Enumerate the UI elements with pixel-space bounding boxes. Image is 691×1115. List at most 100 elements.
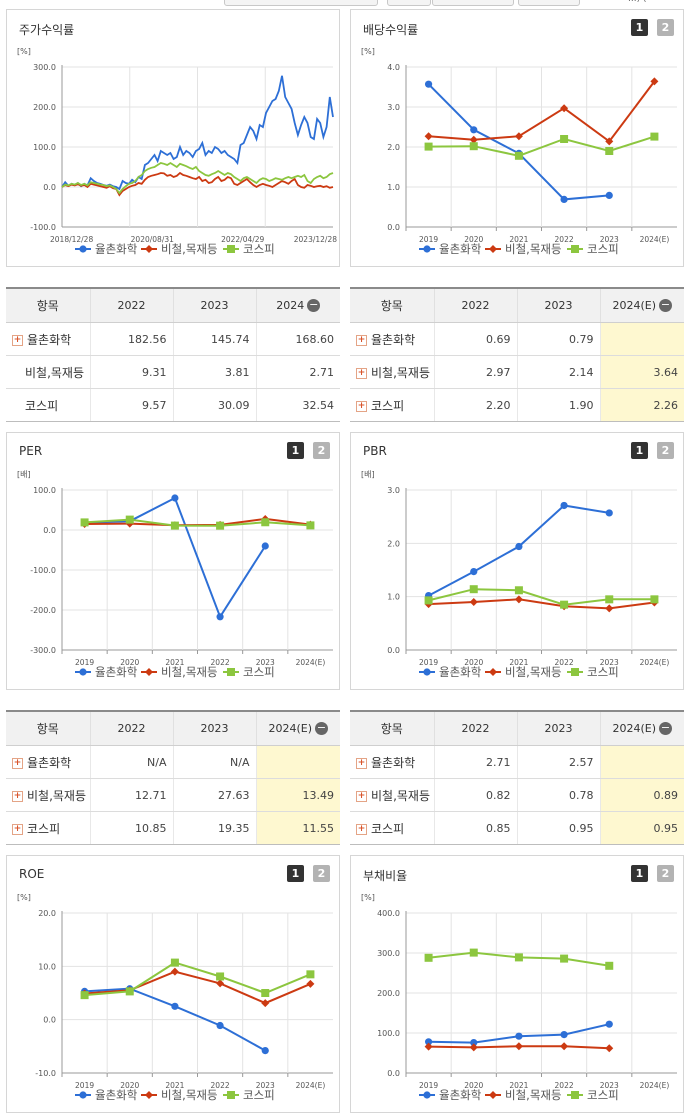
industry-point	[514, 1042, 523, 1051]
top-button[interactable]	[224, 0, 378, 6]
row-label: 율촌화학	[371, 755, 416, 770]
expand-plus-icon[interactable]: +	[356, 757, 367, 769]
top-button[interactable]	[432, 0, 514, 6]
header-year: 2022	[433, 710, 517, 746]
industry-point	[489, 668, 497, 676]
toggle-2-button[interactable]: 2	[657, 19, 674, 36]
header-year: 2022	[433, 287, 517, 323]
cell-value: 32.54	[255, 388, 340, 422]
x-tick-label: 2020	[464, 658, 483, 667]
legend-label: 비철,목재등	[161, 665, 218, 679]
kospi-point	[306, 521, 315, 530]
expand-plus-icon[interactable]: +	[12, 757, 23, 769]
x-tick-label: 2020	[120, 1081, 139, 1090]
expand-plus-icon[interactable]: +	[356, 400, 367, 412]
industry-point	[306, 979, 315, 988]
header-label: 2022	[117, 722, 146, 735]
y-tick-label: 100.0	[33, 143, 56, 152]
legend-label: 코스피	[243, 665, 275, 679]
panel-title: 부채비율	[363, 869, 408, 883]
top-button[interactable]	[518, 0, 580, 6]
kospi-point	[514, 953, 523, 962]
kospi-point	[306, 970, 315, 979]
kospi-point	[650, 595, 659, 604]
x-tick-label: 2020/08/31	[131, 235, 174, 244]
legend-label: 코스피	[587, 242, 619, 256]
panel-title: PBR	[363, 444, 387, 458]
legend-label: 코스피	[587, 665, 619, 679]
debt-chart: [%]400.0 300.0 200.0 100.0 0.0 2019 2020 2021 20…	[361, 893, 677, 1102]
kospi-point	[170, 958, 179, 967]
industry-series	[424, 77, 659, 146]
kospi-point	[216, 972, 225, 981]
header-year: 2023	[516, 287, 600, 323]
y-tick-label: 2.0	[387, 143, 400, 152]
collapse-icon[interactable]: −	[659, 298, 673, 313]
cell-value: 168.60	[255, 322, 340, 356]
x-tick-label: 2021	[509, 658, 528, 667]
unit-label: [%]	[361, 47, 375, 56]
row-name: + 비철,목재등	[350, 778, 434, 812]
cell-value	[599, 322, 684, 356]
cell-value: 30.09	[172, 388, 256, 422]
toggle-1-button[interactable]: 1	[287, 865, 304, 882]
kospi-series	[424, 132, 659, 160]
toggle-1-button[interactable]: 1	[631, 442, 648, 459]
industry-point	[605, 137, 614, 146]
kospi-point	[80, 991, 89, 1000]
top-toolbar: ...) (	[0, 0, 691, 6]
expand-plus-icon[interactable]: +	[356, 334, 367, 346]
expand-plus-icon[interactable]: +	[356, 823, 367, 835]
expand-plus-icon[interactable]: +	[12, 334, 23, 346]
toggle-2-button[interactable]: 2	[657, 865, 674, 882]
collapse-icon[interactable]: −	[659, 721, 673, 736]
x-tick-label: 2018/12/28	[50, 235, 93, 244]
legend-label: 율촌화학	[439, 665, 482, 679]
company-series	[424, 1020, 613, 1047]
toggle-1-button[interactable]: 1	[287, 442, 304, 459]
toggle-2-button[interactable]: 2	[313, 865, 330, 882]
row-label: 비철,목재등	[27, 788, 87, 803]
expand-plus-icon[interactable]: +	[12, 790, 23, 802]
cell-value: 10.85	[89, 811, 173, 845]
kospi-series	[80, 515, 315, 530]
per-table: 항목 2022 2023 2024(E) − + 율촌화학 N/A N/A + 비철,목재등 12.7…	[6, 710, 340, 845]
kospi-point	[605, 147, 614, 155]
collapse-icon[interactable]: −	[315, 721, 329, 736]
industry-point	[261, 999, 270, 1008]
cell-value: 13.49	[255, 778, 340, 812]
cell-value: 0.89	[599, 778, 684, 812]
industry-point	[605, 1044, 614, 1053]
company-point	[261, 1047, 269, 1055]
collapse-icon[interactable]: −	[307, 298, 321, 313]
header-label: 항목	[380, 722, 403, 736]
legend-label: 비철,목재등	[505, 665, 562, 679]
row-label: 비철,목재등	[371, 365, 431, 380]
expand-plus-icon[interactable]: +	[356, 790, 367, 802]
y-tick-label: 0.0	[43, 526, 56, 535]
industry-point	[514, 595, 523, 604]
y-tick-label: 2.0	[387, 539, 400, 548]
unit-label: [배]	[17, 470, 31, 479]
top-button[interactable]	[387, 0, 431, 6]
kospi-point	[216, 521, 225, 530]
toggle-2-button[interactable]: 2	[313, 442, 330, 459]
cell-value: 9.31	[89, 355, 173, 389]
legend-label: 코스피	[243, 1088, 275, 1102]
kospi-point	[514, 586, 523, 595]
top-cut-text: ...) (	[628, 0, 646, 4]
toggle-2-button[interactable]: 2	[657, 442, 674, 459]
company-point	[605, 509, 613, 517]
kospi-point	[469, 585, 478, 594]
toggle-1-button[interactable]: 1	[631, 865, 648, 882]
y-tick-label: -10.0	[35, 1069, 56, 1078]
toggle-1-button[interactable]: 1	[631, 19, 648, 36]
legend-label: 비철,목재등	[161, 1088, 218, 1102]
expand-plus-icon[interactable]: +	[12, 823, 23, 835]
roe-panel: ROE 1 2 [%] 20.0 10.0 0.0 -10.0 2019 2020 2021 2…	[6, 855, 340, 1113]
kospi-point	[514, 151, 523, 160]
expand-plus-icon[interactable]: +	[356, 367, 367, 379]
kospi-point	[424, 142, 433, 151]
x-tick-label: 2022	[211, 1081, 230, 1090]
row-label: 코스피	[371, 821, 405, 836]
